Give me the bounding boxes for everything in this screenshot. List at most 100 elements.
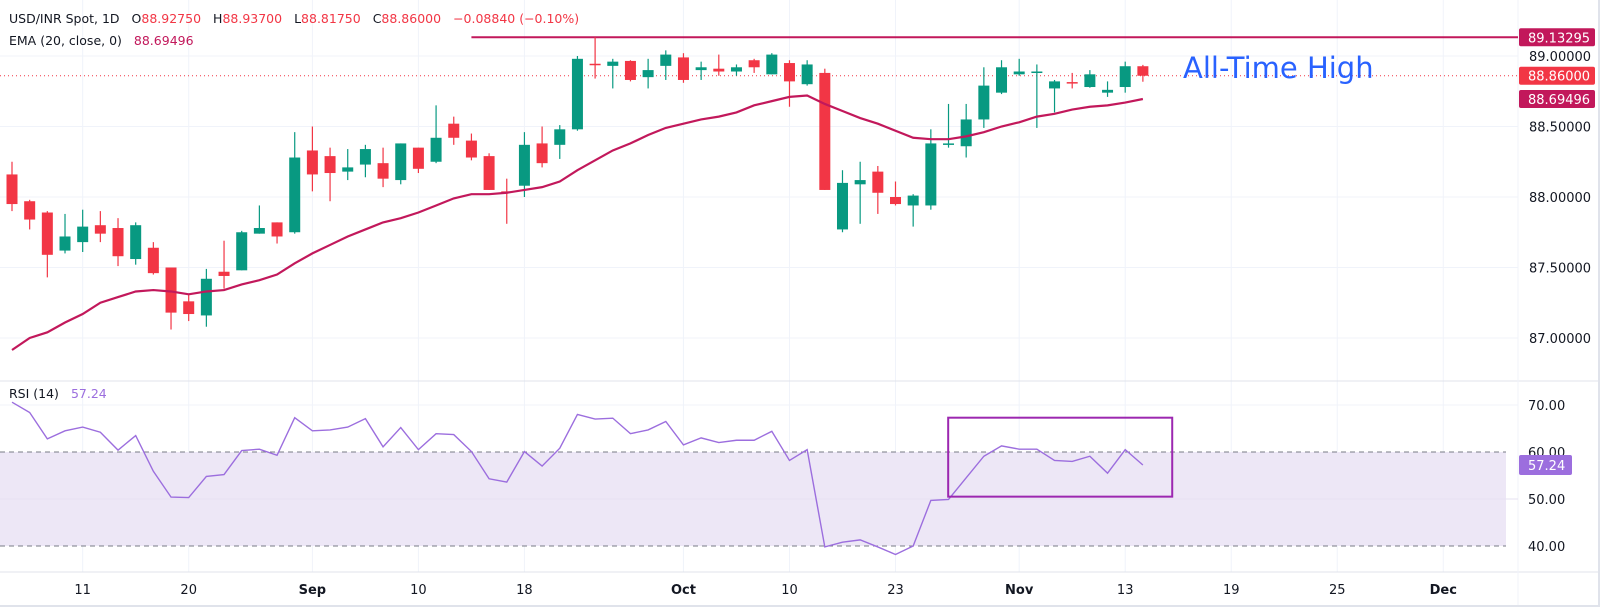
candle-body bbox=[748, 60, 760, 68]
candle bbox=[978, 67, 990, 128]
time-axis-label: 13 bbox=[1117, 583, 1134, 598]
candle bbox=[554, 125, 566, 159]
candle-body bbox=[200, 278, 212, 316]
time-axis-label: 19 bbox=[1223, 583, 1240, 598]
candle-body bbox=[713, 68, 725, 72]
time-axis-label: 11 bbox=[74, 583, 91, 598]
price-axis-label: 87.50000 bbox=[1529, 262, 1591, 277]
candle-body bbox=[183, 301, 195, 315]
candle bbox=[1084, 70, 1096, 88]
price-badge-bg bbox=[1519, 90, 1595, 109]
candle-body bbox=[854, 180, 866, 185]
candle bbox=[218, 240, 230, 289]
candle bbox=[996, 60, 1008, 95]
rsi-value-badge: 57.24 bbox=[1528, 459, 1565, 474]
candle bbox=[748, 58, 760, 73]
price-badge-label: 88.86000 bbox=[1528, 70, 1590, 85]
time-axis-label: Dec bbox=[1430, 583, 1457, 598]
time-axis-label: Nov bbox=[1005, 583, 1034, 598]
candle bbox=[465, 133, 477, 161]
candle bbox=[943, 103, 955, 148]
candle-body bbox=[766, 54, 778, 75]
candle bbox=[713, 54, 725, 76]
symbol-title[interactable]: USD/INR Spot, 1D bbox=[9, 11, 120, 26]
candle-body bbox=[554, 129, 566, 145]
candle-body bbox=[147, 247, 159, 274]
candle bbox=[607, 58, 619, 89]
candle-body bbox=[518, 144, 530, 186]
rsi-highlight-box bbox=[947, 416, 1174, 498]
candle bbox=[624, 60, 636, 82]
candle-body bbox=[1066, 82, 1078, 84]
candle-body bbox=[730, 67, 742, 72]
time-axis-label: Oct bbox=[671, 583, 696, 598]
price-badge: 88.86000 bbox=[1519, 66, 1595, 85]
ema-line bbox=[11, 94, 1144, 351]
candle-body bbox=[342, 167, 354, 172]
price-badge: 88.69496 bbox=[1519, 90, 1595, 109]
candle bbox=[342, 149, 354, 181]
candle-body bbox=[483, 156, 495, 190]
time-axis-label: 10 bbox=[410, 583, 427, 598]
candle bbox=[183, 294, 195, 322]
price-badge: 89.13295 bbox=[1519, 28, 1595, 47]
candle-body bbox=[395, 143, 407, 181]
candle-body bbox=[1049, 81, 1061, 89]
candle-body bbox=[589, 63, 601, 66]
high-value: 88.93700 bbox=[222, 11, 283, 26]
candle bbox=[483, 153, 495, 190]
candle bbox=[1137, 64, 1149, 82]
candle-body bbox=[218, 271, 230, 276]
candle bbox=[147, 242, 159, 275]
rsi-axis-label: 70.00 bbox=[1528, 399, 1565, 414]
candle bbox=[907, 194, 919, 227]
candle-body bbox=[607, 61, 619, 66]
candle-body bbox=[112, 228, 124, 257]
candle-body bbox=[359, 149, 371, 165]
candle-body bbox=[571, 58, 583, 130]
candle bbox=[236, 230, 248, 271]
price-axis-label: 88.50000 bbox=[1529, 121, 1591, 136]
candle-body bbox=[1119, 66, 1131, 88]
rsi-legend[interactable]: RSI (14) 57.24 bbox=[9, 386, 107, 401]
candle bbox=[766, 53, 778, 75]
time-axis-label: Sep bbox=[299, 583, 327, 598]
candle-body bbox=[978, 85, 990, 120]
candle bbox=[24, 199, 36, 230]
candle bbox=[324, 147, 336, 202]
candle bbox=[677, 53, 689, 83]
time-axis-label: 10 bbox=[781, 583, 798, 598]
candle bbox=[1102, 81, 1114, 97]
candle bbox=[501, 178, 513, 224]
candle-body bbox=[819, 72, 831, 190]
low-value: 88.81750 bbox=[301, 11, 361, 26]
candle bbox=[306, 126, 318, 192]
candle-body bbox=[695, 67, 707, 71]
candle bbox=[642, 58, 654, 89]
price-badge-label: 89.13295 bbox=[1528, 31, 1590, 46]
candle-body bbox=[1137, 66, 1149, 76]
candle bbox=[41, 211, 53, 278]
candle-body bbox=[271, 222, 283, 237]
time-axis-label: 20 bbox=[180, 583, 197, 598]
candle bbox=[1119, 61, 1131, 93]
candle-body bbox=[77, 226, 89, 243]
candle bbox=[801, 60, 813, 86]
candle bbox=[112, 218, 124, 267]
candle bbox=[59, 213, 71, 254]
candle-body bbox=[836, 182, 848, 230]
candle-body bbox=[130, 225, 142, 260]
all-time-high-annotation[interactable]: All-Time High bbox=[1183, 51, 1374, 85]
ema-legend[interactable]: EMA (20, close, 0) 88.69496 bbox=[9, 33, 194, 48]
candle-body bbox=[960, 119, 972, 147]
candle-body bbox=[660, 54, 672, 66]
candle bbox=[695, 61, 707, 80]
time-axis-label: 18 bbox=[516, 583, 533, 598]
time-axis-label: 25 bbox=[1329, 583, 1346, 598]
candle-body bbox=[1084, 74, 1096, 88]
candle-body bbox=[872, 171, 884, 193]
change-value: −0.08840 (−0.10%) bbox=[453, 11, 580, 26]
candle-body bbox=[1102, 89, 1114, 93]
candle-body bbox=[1013, 71, 1025, 75]
